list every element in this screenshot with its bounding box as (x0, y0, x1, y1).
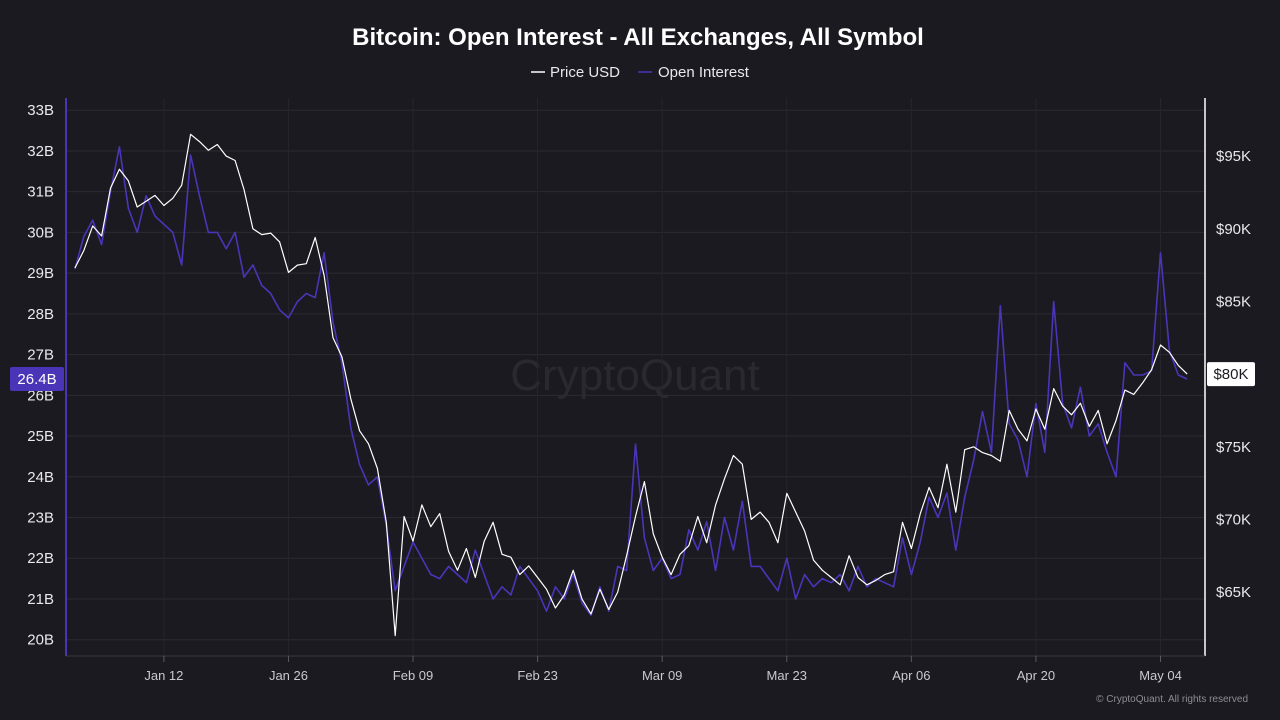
left-tick-label: 28B (27, 306, 54, 323)
right-tick-label: $90K (1216, 221, 1251, 238)
left-tick-label: 25B (27, 428, 54, 445)
x-tick-label: May 04 (1139, 668, 1182, 683)
left-tick-label: 29B (27, 265, 54, 282)
open-interest-badge-label: 26.4B (17, 371, 56, 388)
price-badge-label: $80K (1213, 366, 1248, 383)
x-tick-label: Apr 06 (892, 668, 930, 683)
left-tick-label: 22B (27, 550, 54, 567)
credit: © CryptoQuant. All rights reserved (1096, 694, 1248, 705)
left-tick-label: 26B (27, 387, 54, 404)
x-tick-label: Feb 09 (393, 668, 433, 683)
right-tick-label: $75K (1216, 439, 1251, 456)
series-line-open-interest (74, 146, 1188, 617)
left-tick-label: 21B (27, 591, 54, 608)
chart-title: Bitcoin: Open Interest - All Exchanges, … (352, 24, 924, 51)
left-tick-label: 24B (27, 469, 54, 486)
x-tick-label: Jan 26 (269, 668, 308, 683)
price-badge (1207, 362, 1255, 387)
value-badges: 26.4B $80K (10, 362, 1255, 392)
series-layer (74, 133, 1188, 637)
left-tick-label: 27B (27, 347, 54, 364)
left-axis-ticks: 33B 32B 31B 30B 29B 28B 27B 26B 25B 24B 23B 22B 21B 2… (27, 102, 54, 648)
x-axis-ticks: Jan 12 Jan 26 Feb 09 Feb 23 Mar 09 Mar 23 Apr … (144, 656, 1182, 683)
left-tick-label: 31B (27, 184, 54, 201)
legend-price-label: Price USD (550, 64, 620, 81)
legend: Price USD Open Interest (531, 64, 750, 81)
axes (65, 98, 1206, 657)
left-tick-label: 32B (27, 143, 54, 160)
x-tick-label: Mar 09 (642, 668, 682, 683)
open-interest-badge (10, 367, 64, 392)
left-tick-label: 30B (27, 224, 54, 241)
right-tick-label: $70K (1216, 511, 1251, 528)
x-tick-label: Apr 20 (1017, 668, 1055, 683)
x-tick-label: Feb 23 (517, 668, 557, 683)
x-tick-label: Mar 23 (767, 668, 807, 683)
x-tick-label: Jan 12 (144, 668, 183, 683)
legend-oi-label: Open Interest (658, 64, 750, 81)
left-tick-label: 33B (27, 102, 54, 119)
right-tick-label: $65K (1216, 584, 1251, 601)
left-tick-label: 23B (27, 510, 54, 527)
series-line-price-usd (74, 133, 1188, 637)
left-tick-label: 20B (27, 632, 54, 649)
right-tick-label: $85K (1216, 293, 1251, 310)
watermark: CryptoQuant (510, 351, 759, 400)
right-tick-label: $95K (1216, 148, 1251, 165)
